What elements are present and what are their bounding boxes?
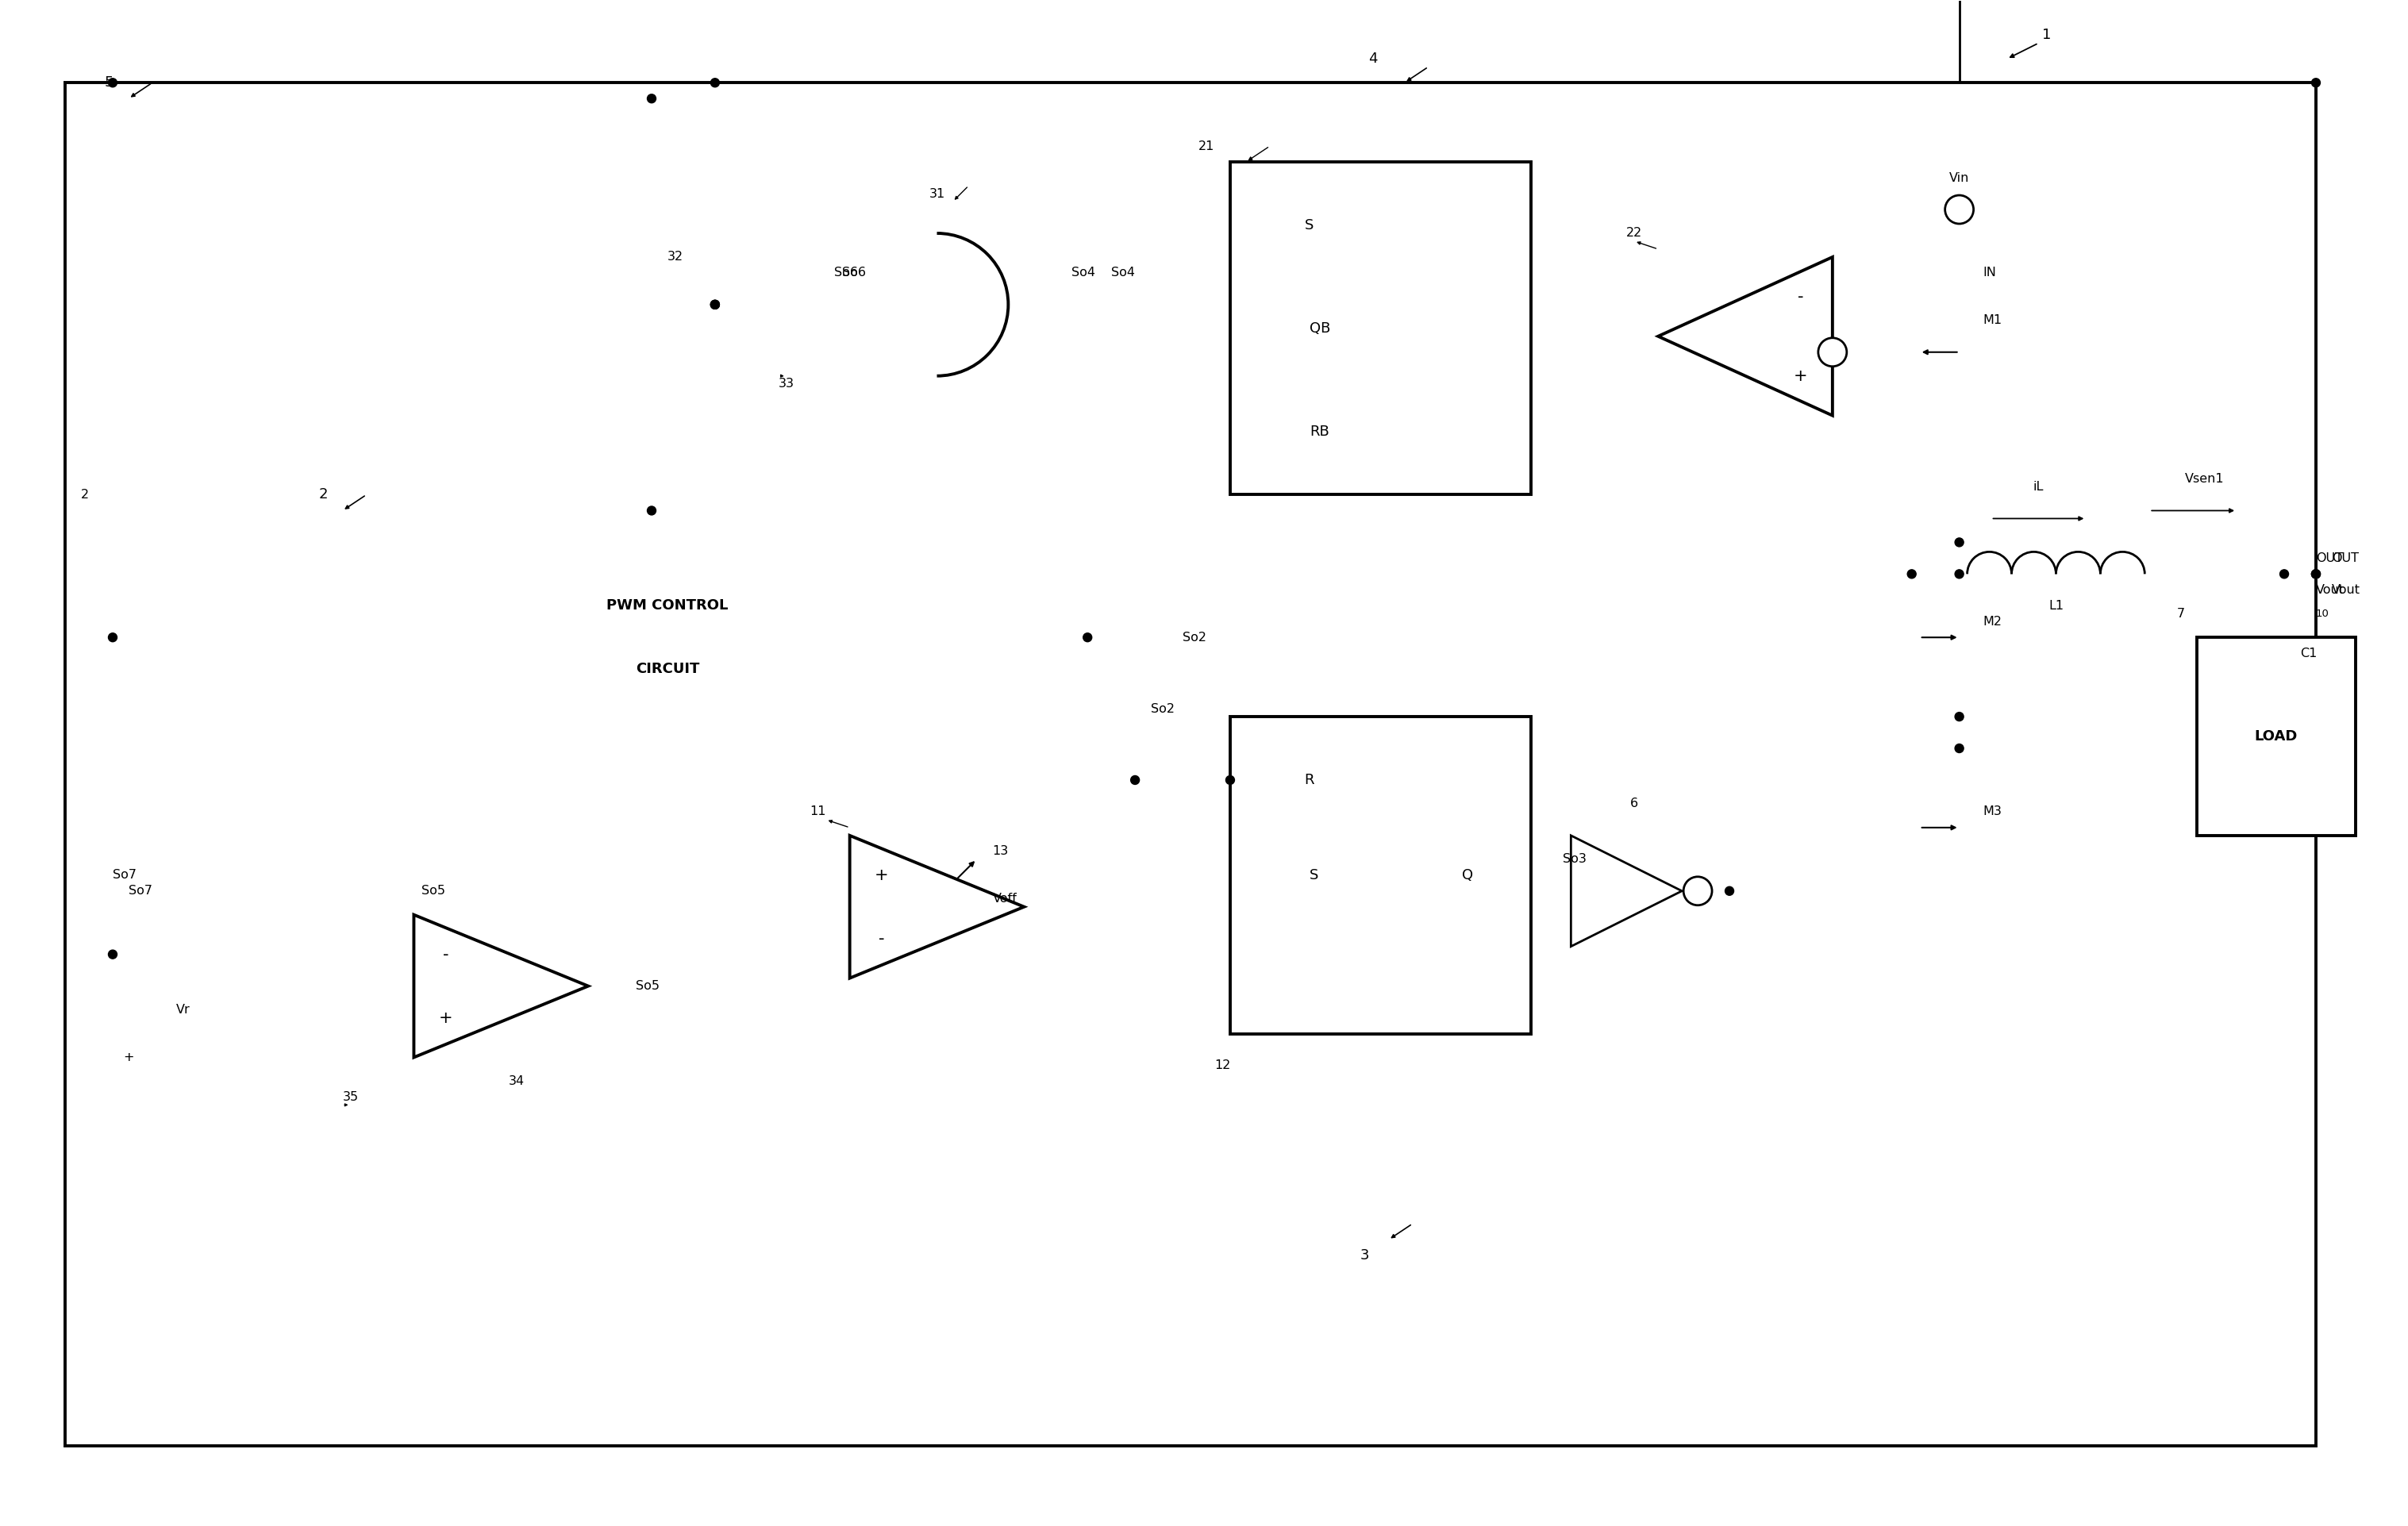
Text: S: S [1305,218,1315,232]
Text: 5: 5 [106,76,113,90]
Text: So6: So6 [843,267,864,279]
Circle shape [1818,337,1847,366]
Text: 31: 31 [929,188,944,200]
Bar [65,82,2316,1445]
Text: So2: So2 [1151,703,1175,714]
Circle shape [1683,877,1712,905]
Circle shape [1226,775,1235,784]
Text: 1: 1 [2042,27,2052,43]
Circle shape [1946,195,1975,224]
Text: 2: 2 [318,488,327,502]
Circle shape [108,78,118,87]
Circle shape [2312,78,2321,87]
Text: C1: C1 [2300,647,2316,659]
Circle shape [1724,887,1734,896]
Circle shape [648,507,655,514]
Text: OUT: OUT [2331,552,2360,565]
Text: QB: QB [1310,322,1329,336]
Text: 11: 11 [809,806,826,818]
Text: Vsen1: Vsen1 [2186,473,2225,485]
Text: Q: Q [1462,868,1474,882]
Text: 32: 32 [667,252,684,262]
Text: So7: So7 [113,870,137,881]
Text: RB: RB [1310,424,1329,438]
Circle shape [1955,539,1963,546]
Circle shape [710,301,720,308]
Text: M3: M3 [1984,806,2001,818]
Text: -: - [443,946,448,963]
Text: 34: 34 [508,1076,525,1087]
Text: So6: So6 [833,267,857,279]
Text: iL: iL [2032,481,2044,493]
Text: -: - [879,931,884,946]
Text: OUT: OUT [2316,552,2343,565]
Text: 4: 4 [1368,52,1377,66]
Text: LOAD: LOAD [2254,729,2297,743]
Circle shape [1907,569,1917,578]
Circle shape [1132,775,1139,784]
Text: 3: 3 [1361,1248,1370,1262]
Text: 10: 10 [2316,609,2329,618]
Text: So4: So4 [1110,267,1134,279]
Text: 7: 7 [2177,607,2184,620]
Polygon shape [850,836,1023,978]
Text: 35: 35 [342,1091,359,1103]
Text: 22: 22 [1625,227,1642,240]
Polygon shape [1659,256,1832,415]
Text: M1: M1 [1984,314,2001,327]
Text: +: + [438,1010,453,1025]
Text: +: + [1794,368,1808,385]
Circle shape [648,95,655,102]
Circle shape [1955,745,1963,752]
Text: So5: So5 [421,885,445,897]
Text: +: + [874,867,889,884]
Text: So4: So4 [1072,267,1096,279]
Text: So5: So5 [636,980,660,992]
Circle shape [2280,569,2288,578]
Text: Vin: Vin [1948,172,1970,183]
Text: M2: M2 [1984,615,2001,627]
Polygon shape [414,914,588,1058]
Circle shape [2312,569,2321,578]
Text: 33: 33 [778,378,795,389]
Circle shape [1955,569,1963,578]
Circle shape [710,78,720,87]
Text: 6: 6 [1630,798,1637,810]
Text: 21: 21 [1199,140,1214,153]
Text: L1: L1 [2049,600,2064,612]
Circle shape [2312,569,2321,578]
Text: Vout: Vout [2331,584,2360,595]
Bar [1230,162,1531,494]
Circle shape [710,301,720,308]
Bar [1230,717,1531,1033]
Polygon shape [1570,836,1681,946]
Text: So3: So3 [1563,853,1587,865]
Text: Vout: Vout [2316,584,2345,595]
Text: CIRCUIT: CIRCUIT [636,662,698,676]
Circle shape [710,301,720,308]
Circle shape [2312,569,2321,578]
Text: 2: 2 [82,488,89,501]
Text: Vr: Vr [176,1004,190,1016]
Circle shape [108,633,118,642]
Text: IN: IN [1984,267,1996,279]
Text: -: - [1799,288,1804,305]
Bar [2196,638,2355,836]
Text: Voff: Voff [992,893,1016,905]
Text: S: S [1310,868,1320,882]
Text: R: R [1305,772,1315,787]
Circle shape [1955,713,1963,720]
Circle shape [1084,633,1091,642]
Text: So2: So2 [1182,632,1206,644]
Text: 13: 13 [992,845,1009,858]
Text: So7: So7 [128,885,152,897]
Text: +: + [123,1051,135,1064]
Text: 12: 12 [1214,1059,1230,1071]
Text: PWM CONTROL: PWM CONTROL [607,598,727,613]
Circle shape [108,951,118,958]
